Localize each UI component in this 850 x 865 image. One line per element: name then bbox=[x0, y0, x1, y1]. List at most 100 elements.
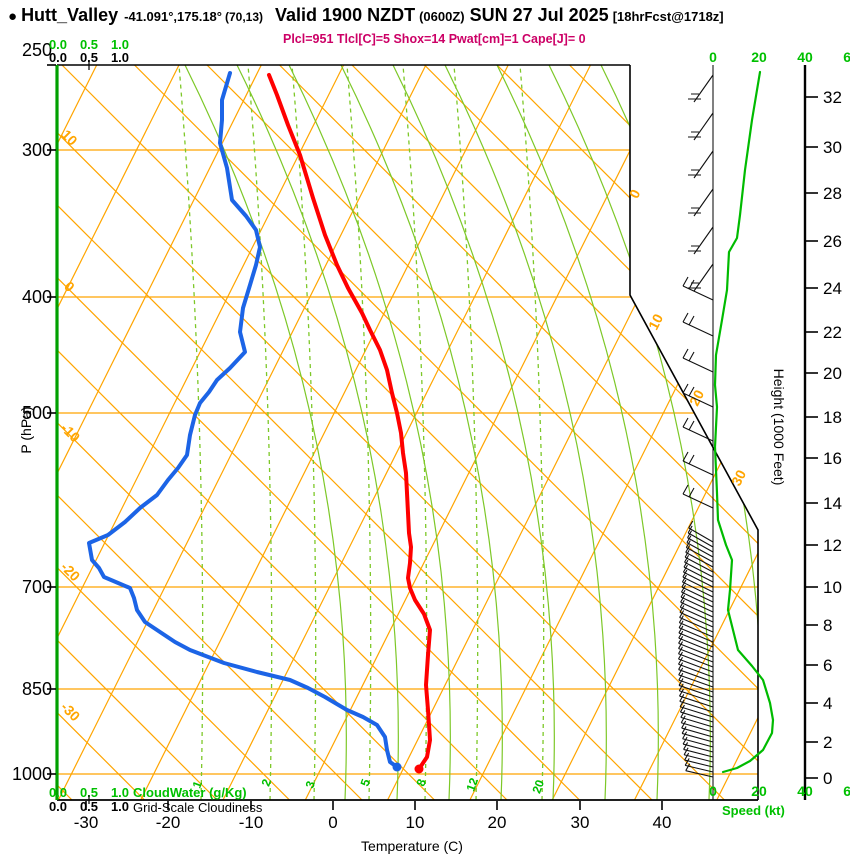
wind-barb bbox=[688, 264, 713, 291]
station-name: Hutt_Valley bbox=[21, 5, 118, 25]
mixing-ratio-line bbox=[520, 65, 544, 800]
pressure-axis-title: P (hPa) bbox=[18, 406, 34, 453]
speed-tick-label-bottom: 40 bbox=[797, 783, 813, 799]
forecast-lead: [18hrFcst@1718z] bbox=[613, 9, 724, 24]
svg-text:0.0: 0.0 bbox=[49, 50, 67, 65]
wind-barb bbox=[688, 227, 713, 254]
height-tick-label: 20 bbox=[823, 364, 842, 383]
svg-text:1.0: 1.0 bbox=[111, 799, 129, 814]
wind-barb bbox=[688, 526, 713, 547]
dry-adiabat-label: 0 bbox=[61, 278, 78, 295]
title-bar: ●Hutt_Valley-41.091°,175.18°(70,13)Valid… bbox=[8, 5, 724, 26]
dry-adiabat-line bbox=[0, 65, 725, 800]
wind-barb bbox=[683, 565, 713, 587]
pressure-tick-label: 850 bbox=[22, 679, 52, 699]
sounding-indices: Plcl=951 Tlcl[C]=5 Shox=14 Pwat[cm]=1 Ca… bbox=[283, 32, 586, 46]
isotherm-line bbox=[58, 65, 426, 800]
dry-adiabat-label: 10 bbox=[58, 126, 80, 148]
speed-tick-label-top: 40 bbox=[797, 49, 813, 65]
wind-barb bbox=[683, 313, 713, 336]
dry-adiabat-line bbox=[62, 65, 797, 800]
speed-tick-label-top: 20 bbox=[751, 49, 767, 65]
temperature-tick-label: 40 bbox=[653, 813, 672, 832]
plot-borders bbox=[57, 65, 758, 800]
wind-barb bbox=[684, 560, 713, 582]
temperature-surface-point bbox=[415, 765, 424, 774]
mixing-ratio-label: 3 bbox=[303, 779, 319, 790]
height-tick-label: 22 bbox=[823, 323, 842, 342]
speed-tick-label-bottom: 20 bbox=[751, 783, 767, 799]
height-tick-label: 24 bbox=[823, 279, 842, 298]
dry-adiabat-line bbox=[0, 65, 580, 800]
wind-barb bbox=[688, 151, 713, 178]
pressure-tick-label: 400 bbox=[22, 287, 52, 307]
speed-tick-label-bottom: 0 bbox=[709, 783, 717, 799]
mixing-ratio-line bbox=[454, 65, 478, 800]
wind-barb bbox=[680, 600, 713, 622]
wind-barb bbox=[683, 349, 713, 372]
height-tick-label: 6 bbox=[823, 656, 832, 675]
mixing-ratio-label: 12 bbox=[463, 776, 481, 794]
cloudwater-axis-title: CloudWater (g/Kg) bbox=[133, 785, 247, 800]
moist-adiabat-line bbox=[341, 65, 502, 800]
pressure-tick-label: 700 bbox=[22, 577, 52, 597]
grid-reference: (70,13) bbox=[225, 10, 263, 24]
wind-barb bbox=[683, 570, 713, 592]
mixing-ratio-label: 8 bbox=[414, 777, 430, 788]
height-tick-label: 14 bbox=[823, 494, 842, 513]
svg-text:1.0: 1.0 bbox=[111, 50, 129, 65]
height-tick-label: 16 bbox=[823, 449, 842, 468]
dry-adiabat-label: -20 bbox=[58, 559, 84, 585]
wind-barb bbox=[682, 575, 713, 597]
temperature-axis-title: Temperature (C) bbox=[361, 838, 463, 854]
wind-barb bbox=[683, 452, 713, 475]
dry-adiabat-label: -30 bbox=[58, 699, 84, 725]
isotherm-label: 30 bbox=[728, 467, 749, 488]
dry-adiabat-line bbox=[642, 65, 850, 800]
moist-adiabat-line bbox=[393, 65, 554, 800]
height-axis-title: Height (1000 Feet) bbox=[771, 369, 787, 486]
valid-time: Valid 1900 NZDT bbox=[275, 5, 415, 25]
svg-text:0.0: 0.0 bbox=[49, 799, 67, 814]
height-tick-label: 28 bbox=[823, 184, 842, 203]
pressure-tick-label: 300 bbox=[22, 140, 52, 160]
temperature-tick-label: 10 bbox=[406, 813, 425, 832]
temperature-tick-label: 0 bbox=[328, 813, 337, 832]
height-tick-label: 12 bbox=[823, 536, 842, 555]
wind-barb bbox=[688, 189, 713, 216]
pressure-tick-label: 250 bbox=[22, 40, 52, 60]
valid-time-utc: (0600Z) bbox=[419, 9, 465, 24]
wind-barbs bbox=[678, 75, 713, 777]
wind-barb bbox=[681, 595, 713, 617]
speed-tick-label-top: 60 bbox=[843, 49, 850, 65]
temperature-tick-label: 20 bbox=[488, 813, 507, 832]
temperature-tick-label: -20 bbox=[156, 813, 181, 832]
mixing-ratio-label: 20 bbox=[529, 778, 547, 796]
isotherm-label: 0 bbox=[626, 186, 644, 200]
dry-adiabat-line bbox=[280, 65, 850, 800]
height-tick-label: 26 bbox=[823, 232, 842, 251]
wind-barb bbox=[682, 580, 713, 602]
moist-adiabat-line bbox=[497, 65, 658, 800]
wind-barb bbox=[680, 700, 713, 717]
pressure-tick-label: 1000 bbox=[12, 764, 52, 784]
isotherm-line bbox=[635, 65, 850, 800]
height-tick-label: 10 bbox=[823, 578, 842, 597]
temperature-tick-label: -10 bbox=[239, 813, 264, 832]
dewpoint-curve bbox=[89, 73, 397, 767]
moist-adiabat-line bbox=[601, 65, 762, 800]
wind-barb bbox=[689, 521, 713, 542]
wind-barb bbox=[688, 75, 713, 102]
cloudwater-scales: 0.00.00.00.00.50.50.50.51.01.01.01.0 bbox=[49, 37, 129, 814]
wind-barb bbox=[687, 536, 713, 557]
isotherm-line bbox=[0, 65, 14, 800]
station-coordinates: -41.091°,175.18° bbox=[124, 9, 222, 24]
speed-tick-label-top: 0 bbox=[709, 49, 717, 65]
speed-tick-label-bottom: 60 bbox=[843, 783, 850, 799]
height-tick-label: 30 bbox=[823, 138, 842, 157]
isotherm-line bbox=[305, 65, 673, 800]
sounding-curves bbox=[89, 72, 773, 774]
cloudiness-axis-title: Grid-Scale Cloudiness bbox=[133, 800, 262, 815]
